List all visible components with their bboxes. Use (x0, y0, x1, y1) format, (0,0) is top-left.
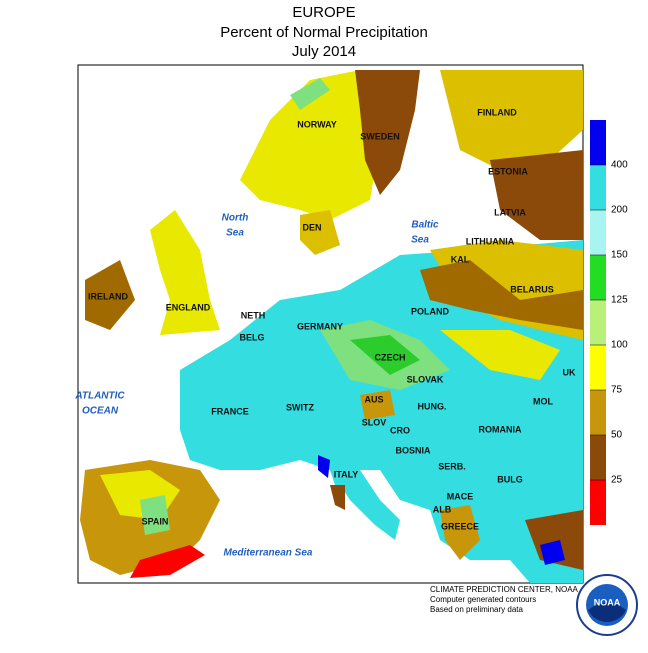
legend-tick-label: 150 (611, 250, 628, 261)
label: FRANCE (211, 406, 249, 416)
legend-tick-label: 400 (611, 160, 628, 171)
legend-tick-label: 50 (611, 430, 623, 441)
label: ALB (433, 504, 452, 514)
label: GREECE (441, 521, 479, 531)
label: FINLAND (477, 107, 517, 117)
label: POLAND (411, 306, 450, 316)
label: DEN (302, 222, 321, 232)
sea-labels: North Sea Baltic Sea ATLANTIC OCEAN Medi… (74, 213, 439, 559)
label: BELG (239, 332, 264, 342)
label: CRO (390, 425, 410, 435)
label: CZECH (375, 352, 406, 362)
label: UK (563, 367, 576, 377)
label: NETH (241, 310, 266, 320)
subtitle: Percent of Normal Precipitation (220, 24, 428, 41)
label: SLOV (362, 417, 387, 427)
sea-label: Baltic (411, 220, 439, 231)
label: ROMANIA (479, 424, 522, 434)
legend-tick-label: 125 (611, 295, 628, 306)
label: NORWAY (297, 119, 337, 129)
label: SERB. (438, 461, 466, 471)
label: GERMANY (297, 321, 343, 331)
credit: CLIMATE PREDICTION CENTER, NOAA (430, 585, 579, 594)
credits: CLIMATE PREDICTION CENTER, NOAA Computer… (430, 585, 579, 614)
sea-label: North (222, 213, 249, 224)
label: MOL (533, 396, 553, 406)
legend-tick-label: 100 (611, 340, 628, 351)
title: EUROPE (292, 4, 355, 21)
label: BULG (497, 474, 523, 484)
label: AUS (364, 394, 383, 404)
label: LATVIA (494, 207, 526, 217)
sea-label: Sea (226, 228, 244, 239)
noaa-logo: NOAA (576, 574, 638, 636)
label: SWITZ (286, 402, 314, 412)
credit: Computer generated contours (430, 595, 536, 604)
label: ESTONIA (488, 166, 528, 176)
date: July 2014 (292, 43, 356, 60)
label: LITHUANIA (466, 236, 515, 246)
credit: Based on preliminary data (430, 605, 523, 614)
label: BOSNIA (395, 445, 431, 455)
sea-label: Mediterranean Sea (224, 548, 313, 559)
label: BELARUS (510, 284, 554, 294)
legend-tick-label: 200 (611, 205, 628, 216)
sea-label: Sea (411, 235, 429, 246)
label: KAL (451, 254, 470, 264)
map (77, 64, 584, 584)
country-labels: NORWAY SWEDEN FINLAND ESTONIA LATVIA LIT… (88, 107, 576, 531)
label: SWEDEN (360, 131, 400, 141)
label: ENGLAND (166, 302, 211, 312)
legend-tick-label: 25 (611, 475, 623, 486)
legend-tick-label: 75 (611, 385, 623, 396)
label: SPAIN (142, 516, 169, 526)
sea-label: OCEAN (82, 406, 119, 417)
label: ITALY (334, 469, 359, 479)
label: IRELAND (88, 291, 128, 301)
logo-text: NOAA (594, 597, 621, 607)
sea-label: ATLANTIC (74, 391, 125, 402)
legend: 25 50 75 100 125 150 200 400 (590, 120, 628, 525)
label: SLOVAK (407, 374, 444, 384)
label: MACE (447, 491, 474, 501)
label: HUNG. (418, 401, 447, 411)
